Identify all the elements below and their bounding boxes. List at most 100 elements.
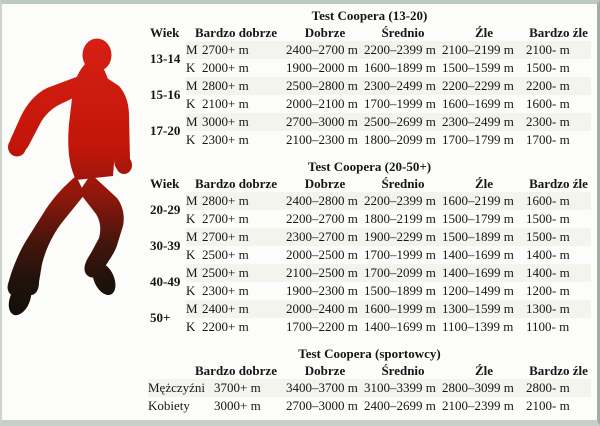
range-cell: 1900–2000 m — [286, 60, 358, 75]
sex-label: M — [186, 114, 198, 129]
section-2: Test Coopera (20-50+) Wiek Bardzo dobrze Do… — [148, 157, 591, 336]
table-row: K 2300+ m 2100–2300 m 1800–2099 m 1700–1799 … — [186, 131, 591, 149]
best-cell: M 2500+ m — [186, 264, 286, 282]
section-title: Test Coopera (13-20) — [311, 8, 428, 23]
range-cell: 3100–3399 m — [364, 380, 436, 395]
header-row: Bardzo dobrze Dobrze Średnio Źle Bardzo źle — [148, 363, 591, 379]
age-group-rows: M 2700+ m 2300–2700 m 1900–2299 m 1500–1899 … — [186, 228, 591, 264]
range-cell: 1400–1699 m — [364, 319, 436, 334]
age-group: 40-49 M 2500+ m 2100–2500 m 1700–2099 m 1400–… — [148, 264, 591, 300]
range-cell: 1600- m — [526, 96, 570, 111]
column-header: Średnio — [381, 25, 425, 40]
range-cell: 2500–2800 m — [286, 78, 358, 93]
sex-label: M — [186, 193, 198, 208]
best-value: 2700+ m — [202, 42, 249, 57]
range-cell: 3400–3700 m — [286, 380, 358, 395]
age-label: 50+ — [150, 310, 171, 325]
age-group: 50+ M 2400+ m 2000–2400 m 1600–1999 m 1300–15… — [148, 300, 591, 336]
table-row: M 2800+ m 2400–2800 m 2200–2399 m 1600–2199 … — [186, 192, 591, 210]
range-cell: 2200–2299 m — [442, 78, 514, 93]
range-cell: 2400–2699 m — [364, 398, 436, 413]
best-cell: K 2200+ m — [186, 318, 286, 336]
best-cell: K 2300+ m — [186, 282, 286, 300]
range-cell: 1100–1399 m — [442, 319, 514, 334]
age-group-rows: M 2500+ m 2100–2500 m 1700–2099 m 1400–1699 … — [186, 264, 591, 300]
best-cell: M 3000+ m — [186, 113, 286, 131]
column-header: Wiek — [150, 25, 180, 40]
range-cell: 2700–3000 m — [286, 114, 358, 129]
column-header: Bardzo źle — [529, 363, 588, 378]
best-value: 2800+ m — [202, 78, 249, 93]
best-cell: M 2700+ m — [186, 228, 286, 246]
age-group-rows: M 2700+ m 2400–2700 m 2200–2399 m 2100–2199 … — [186, 41, 591, 77]
best-cell: K 2000+ m — [186, 59, 286, 77]
best-value: 2800+ m — [202, 193, 249, 208]
range-cell: 1700- m — [526, 132, 570, 147]
range-cell: 1700–1799 m — [442, 132, 514, 147]
table-row: K 2300+ m 1900–2300 m 1500–1899 m 1200–1499 … — [186, 282, 591, 300]
range-cell: 1100- m — [526, 319, 570, 334]
range-cell: 2200–2399 m — [364, 42, 436, 57]
range-cell: 1900–2299 m — [364, 229, 436, 244]
best-value: 2500+ m — [202, 247, 249, 262]
sex-label: K — [186, 283, 196, 298]
range-cell: 2400–2800 m — [286, 193, 358, 208]
range-cell: 2300–2700 m — [286, 229, 358, 244]
range-cell: 1700–1999 m — [364, 247, 436, 262]
range-cell: 1400–1699 m — [442, 265, 514, 280]
table-row: Kobiety 3000+ m 2700–3000 m 2400–2699 m 2100… — [148, 397, 591, 415]
best-value: 3000+ m — [202, 114, 249, 129]
athlete-label: Kobiety — [148, 398, 190, 413]
range-cell: 2400–2700 m — [286, 42, 358, 57]
range-cell: 1400–1699 m — [442, 247, 514, 262]
range-cell: 2500–2699 m — [364, 114, 436, 129]
best-cell: K 2700+ m — [186, 210, 286, 228]
best-value: 2700+ m — [202, 211, 249, 226]
range-cell: 1800–2099 m — [364, 132, 436, 147]
column-header: Bardzo źle — [529, 176, 588, 191]
best-cell: M 2400+ m — [186, 300, 286, 318]
range-cell: 1800–2199 m — [364, 211, 436, 226]
range-cell: 1600–1899 m — [364, 60, 436, 75]
column-header: Dobrze — [304, 176, 346, 191]
range-cell: 2800–3099 m — [442, 380, 514, 395]
sex-label: M — [186, 265, 198, 280]
range-cell: 1500- m — [526, 211, 570, 226]
age-group-rows: M 2800+ m 2500–2800 m 2300–2499 m 2200–2299 … — [186, 77, 591, 113]
best-cell: K 2100+ m — [186, 95, 286, 113]
range-cell: 1500–1899 m — [442, 229, 514, 244]
best-value: 2300+ m — [202, 132, 249, 147]
section-title: Test Coopera (20-50+) — [307, 159, 432, 174]
table-row: K 2700+ m 2200–2700 m 1800–2199 m 1500–1799 … — [186, 210, 591, 228]
best-value: 2700+ m — [202, 229, 249, 244]
sex-label: K — [186, 247, 196, 262]
table-row: K 2500+ m 2000–2500 m 1700–1999 m 1400–1699 … — [186, 246, 591, 264]
age-group-rows: M 2400+ m 2000–2400 m 1600–1999 m 1300–1599 … — [186, 300, 591, 336]
range-cell: 2300–2499 m — [364, 78, 436, 93]
range-cell: 2700–3000 m — [286, 398, 358, 413]
best-value: 2400+ m — [202, 301, 249, 316]
age-group-rows: M 2800+ m 2400–2800 m 2200–2399 m 1600–2199 … — [186, 192, 591, 228]
range-cell: 2100–2399 m — [442, 398, 514, 413]
table-row: M 2700+ m 2400–2700 m 2200–2399 m 2100–2199 … — [186, 41, 591, 59]
range-cell: 2100- m — [526, 398, 570, 413]
range-cell: 2800- m — [526, 380, 570, 395]
sex-label: K — [186, 96, 196, 111]
range-cell: 1700–1999 m — [364, 96, 436, 111]
range-cell: 1500- m — [526, 60, 570, 75]
age-label: 30-39 — [150, 238, 181, 253]
best-cell: K 2500+ m — [186, 246, 286, 264]
header-row: Wiek Bardzo dobrze Dobrze Średnio Źle Bardzo … — [148, 176, 591, 192]
table-row: M 2800+ m 2500–2800 m 2300–2499 m 2200–2299 … — [186, 77, 591, 95]
best-value: 2000+ m — [202, 60, 249, 75]
age-group: 17-20 M 3000+ m 2700–3000 m 2500–2699 m 2300–… — [148, 113, 591, 149]
range-cell: 1600–1699 m — [442, 96, 514, 111]
age-label: 40-49 — [150, 274, 181, 289]
athlete-label: Mężczyźni — [148, 380, 206, 395]
column-header: Bardzo dobrze — [195, 363, 277, 378]
column-header: Bardzo źle — [529, 25, 588, 40]
column-header: Dobrze — [304, 363, 346, 378]
best-cell: K 2300+ m — [186, 131, 286, 149]
age-label: 20-29 — [150, 202, 181, 217]
column-header — [148, 363, 186, 379]
